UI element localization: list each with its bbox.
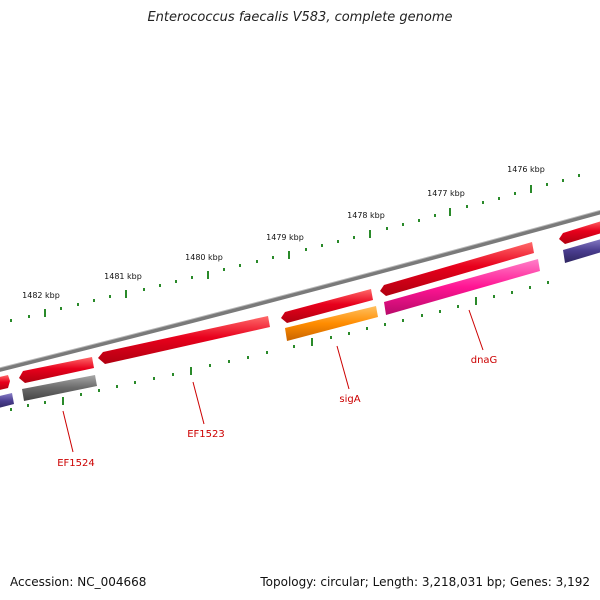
outer-tick-arc [10,174,580,322]
leader-line-EF1524 [62,410,74,453]
gene-arrow-red-5 [380,242,534,296]
genome-backbone [0,210,600,372]
gene-label-EF1524: EF1524 [57,458,95,469]
scale-label-1479: 1479 kbp [266,233,304,242]
accession-text: Accession: NC_004668 [10,575,147,589]
gene-label-EF1523: EF1523 [187,429,225,440]
inner-tick-arc [10,281,549,411]
gene-arrow-orange [285,306,378,341]
leader-line-sigA [336,345,350,390]
scale-label-1482: 1482 kbp [22,291,60,300]
scale-label-1476: 1476 kbp [507,165,545,174]
gene-label-sigA: sigA [339,394,360,405]
gene-label-dnaG: dnaG [471,355,498,366]
gene-arrow-red-2 [19,357,94,383]
scale-label-1481: 1481 kbp [104,272,142,281]
gene-arrow-navy-1 [0,393,14,408]
scale-label-1478: 1478 kbp [347,211,385,220]
map-title: Enterococcus faecalis V583, complete gen… [147,10,453,25]
gene-arrow-red-1 [0,375,10,390]
gene-arrow-gray [22,375,97,401]
scale-label-1480: 1480 kbp [185,253,223,262]
gene-arrow-red-4 [281,289,373,323]
gene-arrow-red-3 [98,316,270,364]
leader-line-dnaG [468,309,484,351]
gene-arrow-red-6 [559,221,600,244]
scale-label-1477: 1477 kbp [427,189,465,198]
gene-arrow-magenta [384,259,540,315]
gene-arrow-navy-2 [563,239,600,263]
leader-line-EF1523 [192,381,205,425]
genome-summary-text: Topology: circular; Length: 3,218,031 bp… [260,575,590,589]
